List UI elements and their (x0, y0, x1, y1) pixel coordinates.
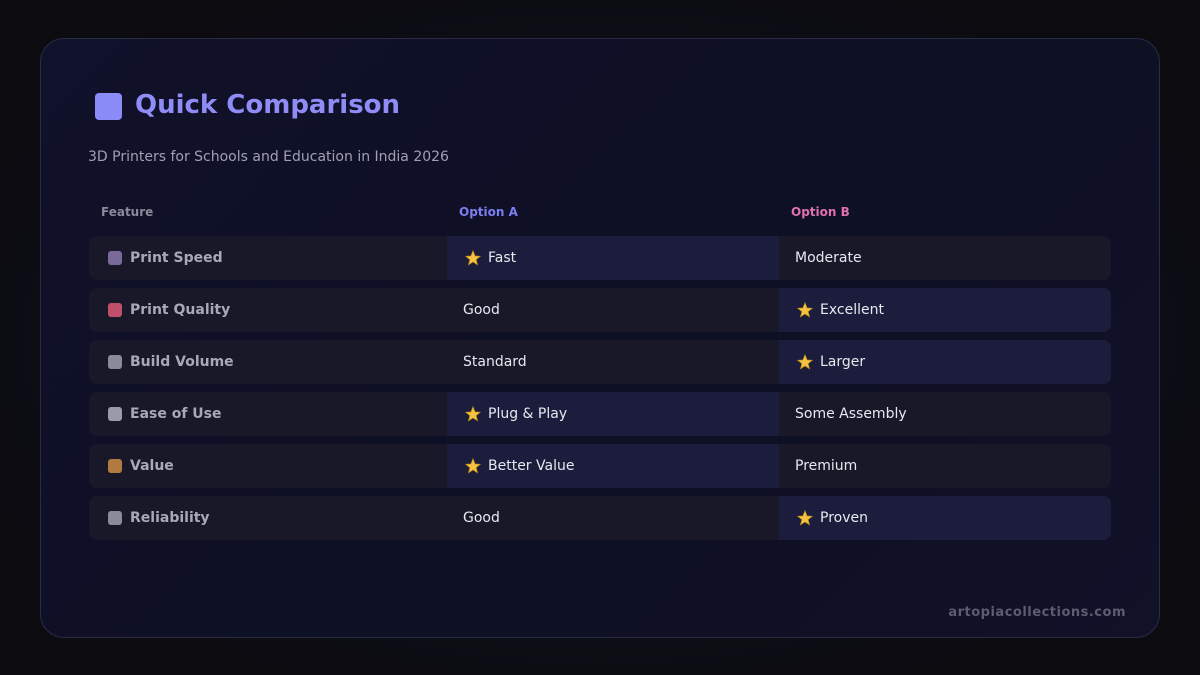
value-cell: Excellent (779, 288, 1111, 332)
value-cell: Some Assembly (779, 392, 1111, 436)
feature-icon (108, 251, 122, 265)
feature-icon (108, 303, 122, 317)
star-shape (797, 510, 813, 526)
star-shape (465, 406, 481, 422)
footer: artopiacollections.com (948, 605, 1126, 620)
title: Quick Comparison (135, 90, 401, 120)
value-label: Fast (488, 250, 517, 266)
value-cell: Moderate (779, 236, 1111, 280)
value-label: Plug & Play (488, 406, 568, 422)
feature-label: Value (130, 458, 174, 474)
column-header: Feature (101, 205, 154, 219)
value-label: Better Value (488, 458, 575, 474)
subtitle: 3D Printers for Schools and Education in… (88, 149, 449, 165)
value-cell: Larger (779, 340, 1111, 384)
winner-star (465, 250, 481, 266)
winner-star (797, 510, 813, 526)
value-cell: Better Value (447, 444, 779, 488)
feature-label: Print Quality (130, 302, 231, 318)
feature-icon (108, 355, 122, 369)
value-cell: Good (447, 288, 779, 332)
feature-icon (108, 511, 122, 525)
feature-label: Print Speed (130, 250, 223, 266)
feature-label: Ease of Use (130, 406, 222, 422)
column-header: Option B (791, 205, 850, 219)
feature-cell: Print Quality (89, 288, 447, 332)
value-label: Excellent (820, 302, 884, 318)
star-shape (797, 302, 813, 318)
feature-cell: Build Volume (89, 340, 447, 384)
winner-star (797, 354, 813, 370)
value-label: Standard (463, 354, 527, 370)
value-cell: Good (447, 496, 779, 540)
card (40, 38, 1160, 638)
value-label: Proven (820, 510, 868, 526)
feature-label: Reliability (130, 510, 210, 526)
value-label: Premium (795, 458, 858, 474)
star-shape (797, 354, 813, 370)
value-cell: Standard (447, 340, 779, 384)
feature-cell: Value (89, 444, 447, 488)
value-cell: Plug & Play (447, 392, 779, 436)
star-shape (465, 458, 481, 474)
value-label: Moderate (795, 250, 862, 266)
value-label: Larger (820, 354, 866, 370)
value-label: Good (463, 302, 500, 318)
feature-icon (108, 459, 122, 473)
winner-star (465, 406, 481, 422)
feature-label: Build Volume (130, 354, 234, 370)
feature-cell: Ease of Use (89, 392, 447, 436)
feature-cell: Print Speed (89, 236, 447, 280)
title-icon (95, 93, 122, 120)
value-label: Some Assembly (795, 406, 907, 422)
winner-star (797, 302, 813, 318)
feature-cell: Reliability (89, 496, 447, 540)
value-label: Good (463, 510, 500, 526)
feature-icon (108, 407, 122, 421)
value-cell: Proven (779, 496, 1111, 540)
value-cell: Fast (447, 236, 779, 280)
column-header: Option A (459, 205, 518, 219)
value-cell: Premium (779, 444, 1111, 488)
winner-star (465, 458, 481, 474)
star-shape (465, 250, 481, 266)
